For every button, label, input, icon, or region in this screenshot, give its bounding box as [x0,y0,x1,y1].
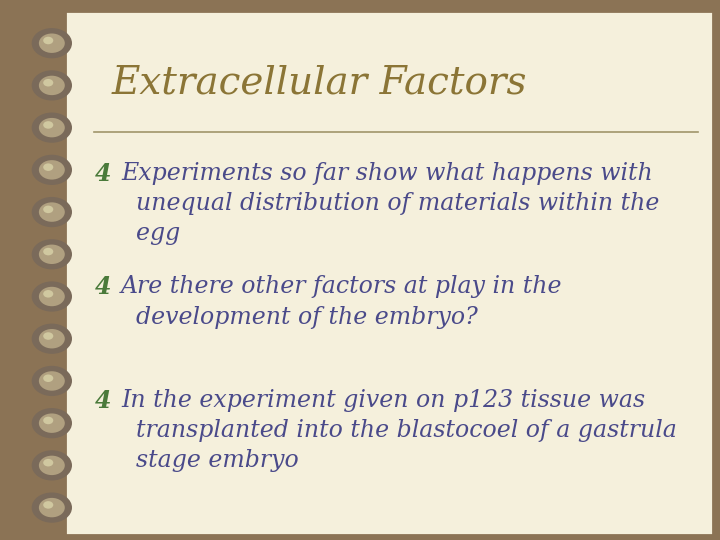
Circle shape [43,374,53,382]
Circle shape [32,492,72,523]
Circle shape [32,28,72,58]
Circle shape [39,33,65,53]
Circle shape [32,70,72,100]
Text: In the experiment given on p123 tissue was
  transplanted into the blastocoel of: In the experiment given on p123 tissue w… [121,389,677,472]
Circle shape [43,121,53,129]
Circle shape [32,323,72,354]
Circle shape [39,118,65,137]
Text: 4: 4 [95,275,112,299]
FancyBboxPatch shape [65,11,713,535]
Circle shape [39,245,65,264]
Circle shape [39,498,65,517]
Text: Are there other factors at play in the
  development of the embryo?: Are there other factors at play in the d… [121,275,562,329]
Circle shape [39,160,65,180]
Circle shape [43,206,53,213]
Circle shape [39,202,65,222]
Circle shape [32,155,72,185]
Circle shape [43,164,53,171]
Circle shape [39,76,65,95]
Circle shape [39,329,65,348]
Text: 4: 4 [95,162,112,186]
Circle shape [43,417,53,424]
Circle shape [39,287,65,306]
Circle shape [32,239,72,269]
Circle shape [43,459,53,467]
Circle shape [43,290,53,298]
Circle shape [32,112,72,143]
Circle shape [32,450,72,481]
Text: Experiments so far show what happens with
  unequal distribution of materials wi: Experiments so far show what happens wit… [121,162,660,245]
Circle shape [32,408,72,438]
Text: Extracellular Factors: Extracellular Factors [112,65,527,102]
Circle shape [39,414,65,433]
Circle shape [43,332,53,340]
Circle shape [43,79,53,86]
Text: 4: 4 [95,389,112,413]
Circle shape [32,281,72,312]
Circle shape [32,197,72,227]
Circle shape [43,501,53,509]
Circle shape [43,37,53,44]
Circle shape [43,248,53,255]
Circle shape [32,366,72,396]
Circle shape [39,456,65,475]
Circle shape [39,371,65,390]
